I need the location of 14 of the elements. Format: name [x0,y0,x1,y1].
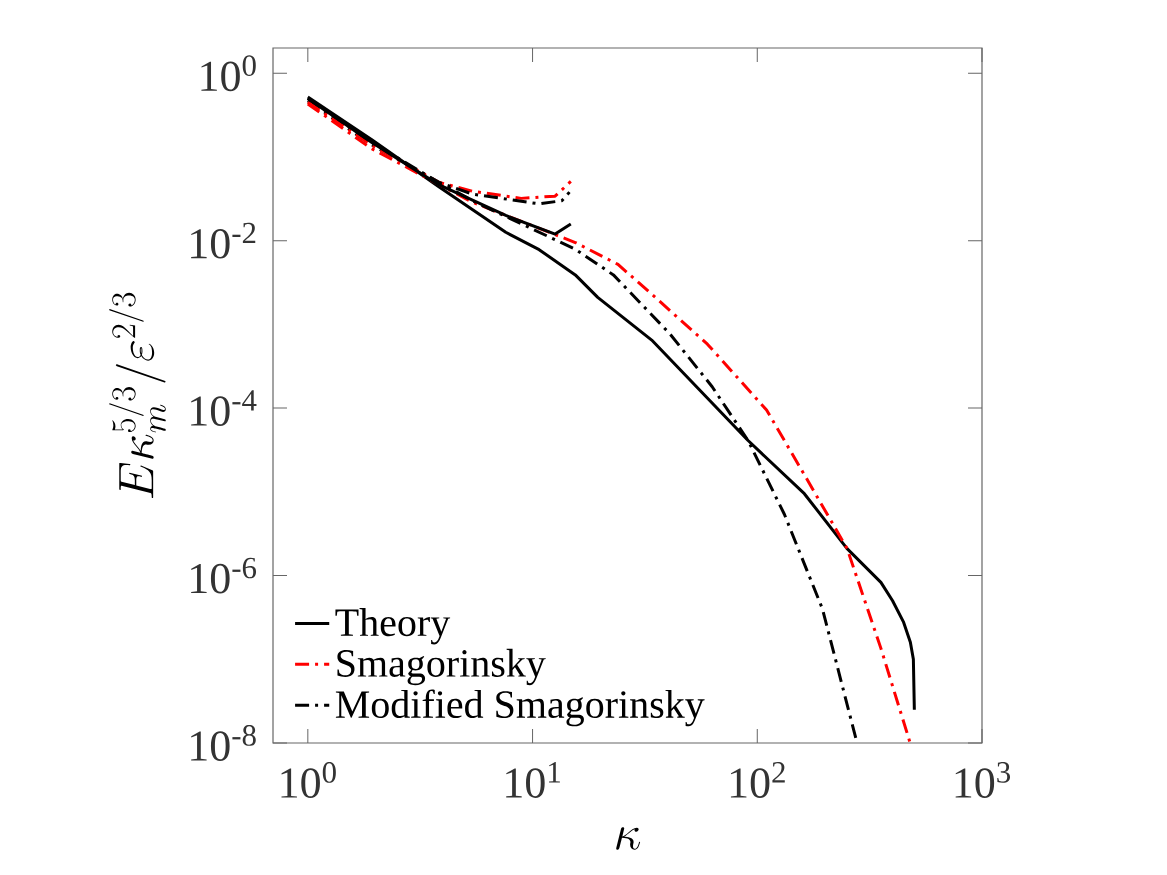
y-axis-title: $E\kappa_m^{5/3}/\varepsilon^{2/3}$ [109,292,166,499]
y-tick-label: 10$^{-6}$ [191,557,257,594]
legend-label: Modified Smagorinsky [335,689,705,727]
y-tick-label: 10$^{-4}$ [191,390,257,426]
y-tick-label: 10$^{-2}$ [191,222,256,259]
x-tick-label: 10$^{1}$ [506,762,560,798]
legend-label: Smagorinsky [337,648,546,686]
x-tick-label: 10$^{2}$ [730,762,785,798]
y-tick-label: 10$^{0}$ [201,55,256,92]
x-axis-title: $\kappa$ [616,827,641,850]
legend-label: Theory [335,608,451,645]
x-tick-label: 10$^{0}$ [281,762,336,799]
y-tick-label: 10$^{-8}$ [191,725,256,761]
x-tick-label: 10$^{3}$ [955,762,1011,798]
